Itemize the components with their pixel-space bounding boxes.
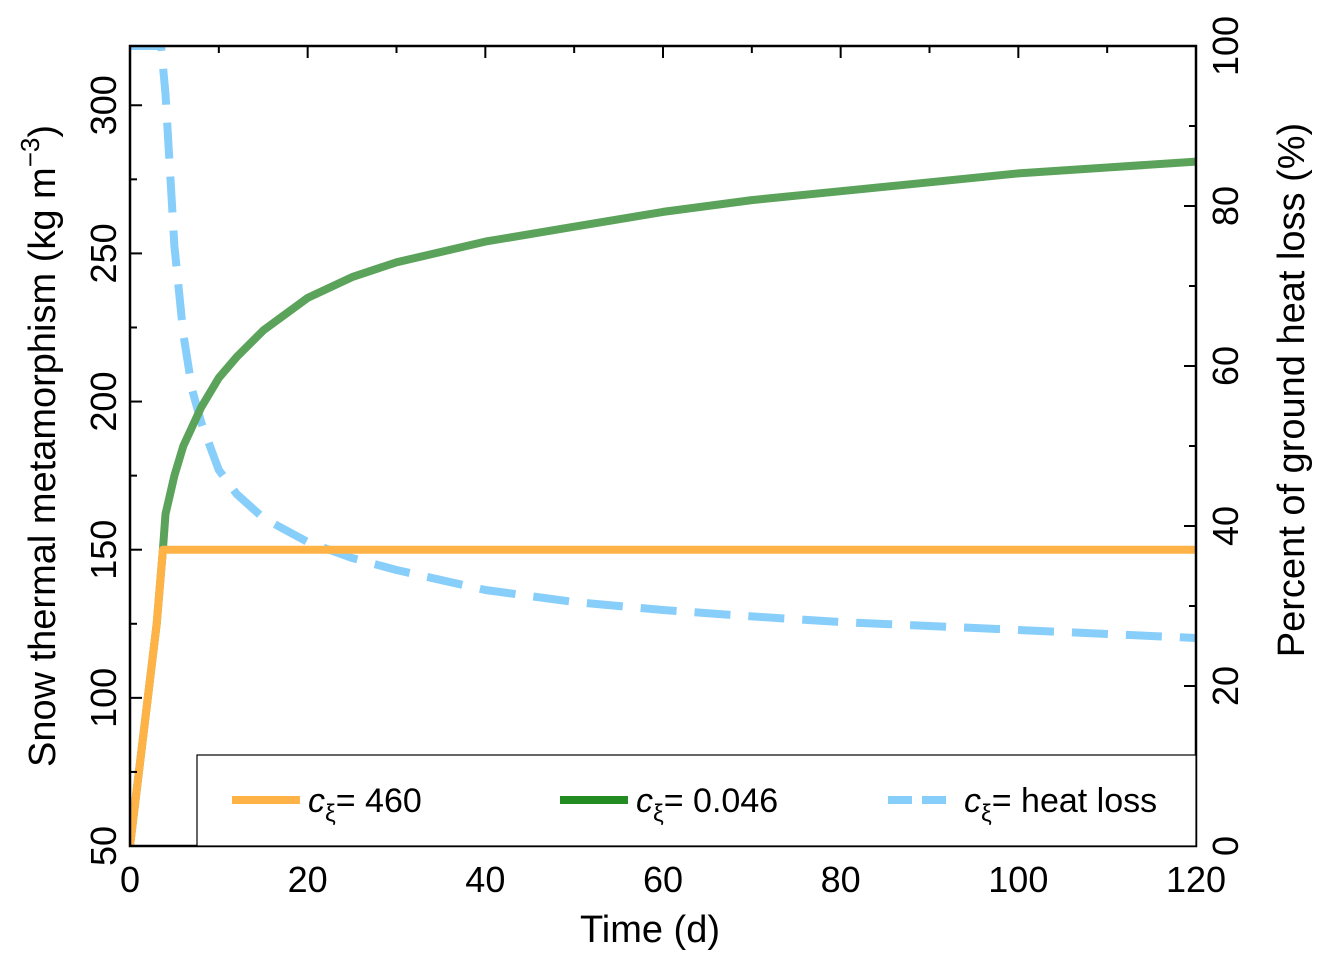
x-tick-label: 120 [1166,859,1226,900]
x-tick-label: 40 [465,859,505,900]
y-left-axis-title-base: Snow thermal metamorphism (kg m [22,167,64,767]
y-right-tick-label: 0 [1205,836,1246,856]
x-tick-label: 20 [288,859,328,900]
y-left-axis-title-sup: −3 [15,138,45,168]
x-axis-title: Time (d) [580,909,720,951]
legend-box [196,754,1197,847]
y-right-tick-label: 80 [1205,186,1246,226]
y-left-tick-label: 250 [83,223,124,283]
plot-frame [128,44,1198,848]
series-layer [130,46,1196,846]
y-left-tick-label: 150 [83,520,124,580]
y-left-tick-label: 50 [83,826,124,866]
series-line-1 [130,157,1196,846]
y-right-tick-label: 100 [1205,16,1246,76]
y-right-tick-label: 20 [1205,666,1246,706]
y-left-tick-label: 100 [83,668,124,728]
x-tick-label: 80 [821,859,861,900]
legend: cξ= 460 cξ= 0.046 cξ= heat loss [196,754,1197,847]
x-tick-label: 100 [988,859,1048,900]
y-left-tick-label: 300 [83,75,124,135]
legend-label-0: cξ= 460 [308,782,422,827]
y-left-axis-title: Snow thermal metamorphism (kg m−3) [15,125,64,767]
x-tick-label: 60 [643,859,683,900]
ticks-layer: 0 20 40 60 80 100 120 50 100 150 200 250 300 0 20 40 60 8… [83,16,1246,900]
y-right-axis-title: Percent of ground heat loss (%) [1271,123,1313,657]
y-left-tick-label: 200 [83,372,124,432]
series-line-2 [130,46,1196,642]
y-right-tick-label: 60 [1205,346,1246,386]
legend-label-1: cξ= 0.046 [636,782,778,827]
y-left-axis-title-close: ) [22,125,64,138]
y-right-tick-label: 40 [1205,506,1246,546]
series-line-0 [130,545,1196,846]
x-tick-label: 0 [120,859,140,900]
legend-label-2: cξ= heat loss [964,782,1157,827]
